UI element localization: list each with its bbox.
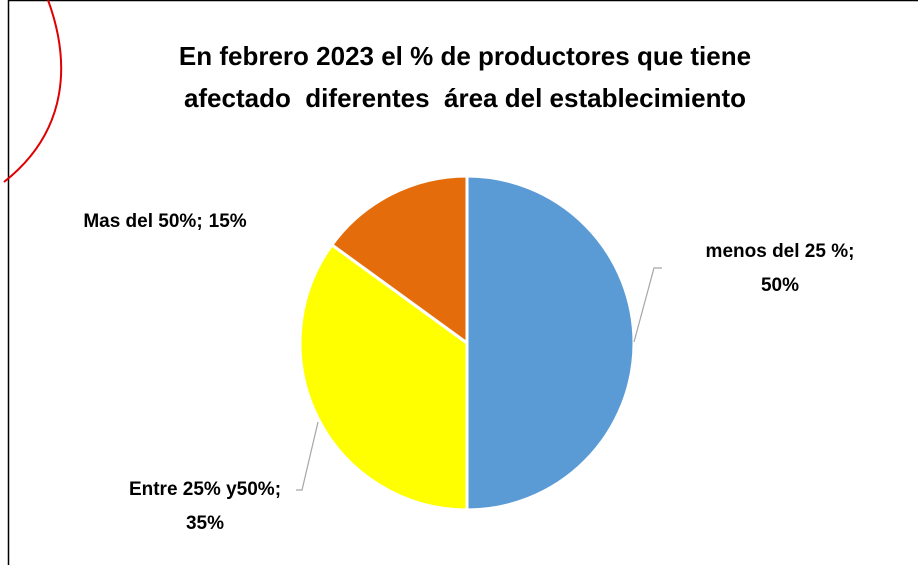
pie-slice [465, 174, 636, 512]
data-label-value: 35% [186, 513, 224, 534]
data-label-category: Mas del 50% [83, 211, 196, 232]
data-label: Mas del 50%; 15% [83, 211, 246, 232]
chart-title: afectado diferentes área del establecimi… [184, 83, 746, 113]
data-label-separator: ; [848, 241, 854, 262]
data-label-separator: ; [275, 479, 281, 500]
data-label-category: Entre 25% y50% [129, 479, 275, 500]
data-label-value: 50% [761, 275, 799, 296]
pie [298, 174, 636, 512]
red-annotation-arc [3, 0, 63, 183]
data-label-separator: ; [196, 211, 202, 232]
leader-line [633, 267, 662, 343]
leader-line [296, 421, 319, 491]
pie-slice [298, 242, 469, 512]
data-label-value: 15% [209, 211, 247, 232]
data-label: menos del 25 %; 50% [706, 241, 855, 296]
chart-title: En febrero 2023 el % de productores que … [179, 41, 751, 71]
chart-frame [7, 0, 918, 565]
data-label-category: menos del 25 % [706, 241, 849, 262]
pie-slice [329, 174, 469, 346]
data-label: Entre 25% y50%; 35% [129, 479, 281, 534]
